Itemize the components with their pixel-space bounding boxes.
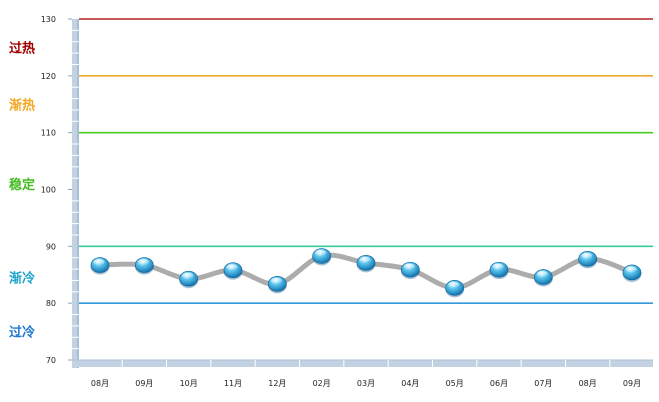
threshold-lines — [79, 18, 653, 304]
y-tick-label: 110 — [41, 129, 56, 138]
data-point — [90, 257, 110, 275]
data-point-highlight — [93, 259, 105, 266]
axes: 70 80 90 100 110 120 130 08月 09月 10月 11月 12月 02月 03月 0… — [41, 15, 653, 388]
series — [90, 248, 642, 298]
x-tick-label: 08月 — [91, 379, 109, 388]
zone-label: 稳定 — [9, 177, 35, 193]
data-point — [356, 255, 376, 273]
data-point-highlight — [359, 256, 371, 263]
x-tick-label: 12月 — [268, 379, 286, 388]
y-tick-label: 70 — [46, 356, 56, 365]
data-point — [312, 248, 332, 266]
data-point — [578, 251, 598, 269]
data-point-highlight — [403, 263, 415, 270]
y-tick-label: 120 — [41, 72, 56, 81]
y-axis-bar — [72, 19, 79, 368]
data-point-highlight — [448, 281, 460, 288]
y-tick-label: 100 — [41, 186, 56, 195]
y-tick-label: 130 — [41, 15, 56, 24]
x-tick-label: 09月 — [623, 379, 641, 388]
zone-label: 过冷 — [9, 325, 35, 341]
x-tick-label: 10月 — [180, 379, 198, 388]
x-tick-label: 08月 — [579, 379, 597, 388]
data-point-highlight — [581, 252, 593, 259]
data-point-highlight — [315, 249, 327, 256]
x-tick-label: 09月 — [135, 379, 153, 388]
zone-label: 渐热 — [9, 97, 35, 113]
data-point-highlight — [536, 271, 548, 278]
data-point — [533, 269, 553, 287]
zone-label: 过热 — [9, 40, 35, 56]
data-point-highlight — [182, 272, 194, 279]
x-tick-label: 03月 — [357, 379, 375, 388]
x-tick-label: 06月 — [490, 379, 508, 388]
x-tick-label: 11月 — [224, 379, 242, 388]
data-point-highlight — [226, 264, 238, 271]
data-point-highlight — [137, 259, 149, 266]
data-point — [400, 261, 420, 280]
y-axis-bar-edge — [77, 19, 79, 368]
data-point-highlight — [270, 277, 282, 284]
x-tick-label: 02月 — [313, 379, 331, 388]
zone-label: 渐冷 — [9, 271, 35, 287]
x-axis-bar — [72, 360, 653, 367]
x-tick-label: 07月 — [534, 379, 552, 388]
data-point — [134, 257, 154, 275]
data-point — [622, 264, 642, 282]
data-point-highlight — [492, 263, 504, 270]
data-point — [267, 276, 287, 294]
data-point-highlight — [625, 266, 637, 273]
data-point — [223, 262, 243, 280]
y-tick-label: 80 — [46, 299, 56, 308]
data-point — [445, 280, 465, 298]
data-point — [179, 270, 199, 289]
data-point — [489, 261, 509, 280]
x-tick-label: 05月 — [446, 379, 464, 388]
y-tick-label: 90 — [46, 242, 56, 251]
x-tick-label: 04月 — [401, 379, 419, 388]
